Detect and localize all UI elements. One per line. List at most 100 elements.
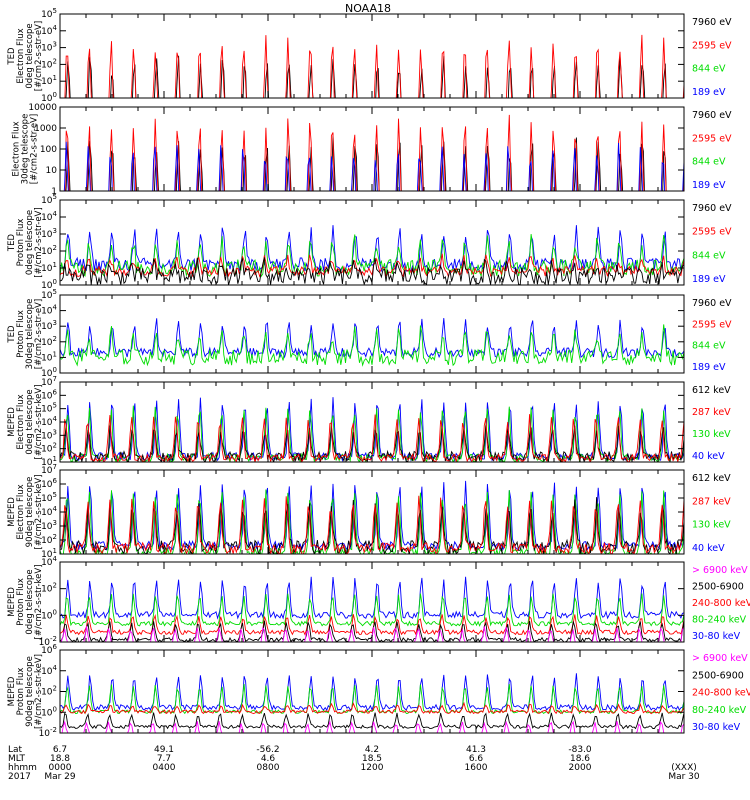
x-tick-hhmm: 0400	[153, 763, 176, 773]
legend-label: 130 keV	[692, 520, 731, 531]
y-axis-label-line: MEPED	[7, 587, 17, 617]
series-group	[60, 397, 684, 462]
y-axis-label-line: 0deg telescope	[25, 389, 35, 454]
y-tick-label: 100	[40, 145, 57, 155]
y-tick-label: 105	[41, 193, 57, 206]
x-row-label: 2017	[8, 772, 31, 782]
y-axis-label-line: TED	[7, 47, 17, 66]
y-tick-label: 104	[41, 555, 57, 568]
legend-label: 844 eV	[692, 64, 726, 75]
legend-label: > 6900 keV	[692, 653, 748, 664]
y-tick-label: 102	[41, 533, 57, 546]
legend-label: 30-80 keV	[692, 631, 741, 642]
legend-label: 612 keV	[692, 385, 731, 396]
y-axis-label-line: [#/cm2-s-str-eV]	[34, 21, 44, 91]
legend-label: > 6900 keV	[692, 565, 748, 576]
y-axis-label: Electron Flux 30deg telescope [#/cm2-s-str…	[12, 114, 40, 185]
y-axis-label-line: [#/cm2-s-str-eV]	[34, 299, 44, 369]
y-tick-label: 105	[41, 7, 57, 20]
y-tick-label: 104	[41, 24, 57, 37]
y-tick-label: 100	[41, 366, 57, 379]
x-tick-lat: 6.7	[53, 745, 67, 755]
y-axis-label-line: MEPED	[7, 407, 17, 437]
y-tick-label: 103	[41, 227, 57, 240]
y-axis-label-line: [#/cm2-s-str-keV]	[34, 385, 44, 460]
legend-label: 80-240 keV	[692, 705, 747, 716]
series-line-844-eV	[60, 324, 684, 367]
y-tick-label: 102	[41, 244, 57, 257]
legend-label: 240-800 keV	[692, 598, 750, 609]
legend-label: 287 keV	[692, 407, 731, 418]
y-axis-label: TED Electron Flux 0deg telescope [#/cm2-s-s…	[7, 21, 44, 91]
series-line-30-80-keV	[60, 673, 684, 712]
y-tick-label: 100	[41, 91, 57, 104]
x-row-label: hhmm	[8, 763, 37, 773]
y-axis-label-line: MEPED	[7, 497, 17, 527]
y-axis-label: TED Proton Flux 0deg telescope [#/cm2-s-str…	[7, 207, 44, 277]
y-axis-label: MEPED Proton Flux 90deg telescope [#/cm2-s-…	[7, 654, 44, 729]
legend-label: 7960 eV	[692, 203, 732, 214]
y-tick-label: 104	[41, 505, 57, 518]
legend-label: 240-800 keV	[692, 688, 750, 699]
y-axis-label-line: [#/cm2-s-str-eV]	[34, 207, 44, 277]
x-tick-date: Mar 29	[44, 772, 76, 782]
legend-label: 40 keV	[692, 543, 725, 554]
series-line-240-800-keV	[60, 613, 684, 636]
series-line-80-240-keV	[60, 683, 684, 715]
y-axis-label-line: 30deg telescope	[21, 114, 31, 185]
y-tick-label: 102	[41, 335, 57, 348]
x-tick-hhmm: 2000	[569, 763, 592, 773]
y-tick-label: 102	[41, 582, 57, 595]
x-tick-lat: -56.2	[256, 745, 279, 755]
y-axis-label-line: Proton Flux	[16, 219, 26, 267]
y-tick-label: 102	[41, 442, 57, 455]
y-axis-label-line: TED	[7, 233, 17, 252]
y-axis-label-line: Electron Flux	[16, 484, 26, 539]
x-row-label: MLT	[8, 754, 26, 764]
legend-label: 7960 eV	[692, 110, 732, 121]
series-line-80-240-keV	[60, 593, 684, 627]
y-axis-label-line: MEPED	[7, 676, 17, 706]
y-axis-label-line: Electron Flux	[12, 121, 22, 176]
y-tick-label: 10-2	[39, 726, 57, 739]
y-tick-label: 1	[51, 187, 57, 197]
y-tick-label: 103	[41, 428, 57, 441]
y-tick-label: 104	[41, 664, 57, 677]
x-tick-mlt: 6.6	[469, 754, 484, 764]
y-axis-label-line: 0deg telescope	[25, 569, 35, 634]
x-tick-mlt: 18.8	[50, 754, 70, 764]
x-tick-lat: 41.3	[466, 745, 486, 755]
y-tick-label: 104	[41, 210, 57, 223]
x-tick-mlt: 18.5	[362, 754, 382, 764]
y-tick-label: 101	[41, 350, 57, 363]
y-axis-label: TED Proton Flux 30deg telescope [#/cm2-s-st…	[7, 299, 44, 370]
y-tick-label: 103	[41, 319, 57, 332]
y-tick-label: 1000	[34, 124, 57, 134]
y-tick-label: 100	[41, 608, 57, 621]
legend-label: 130 keV	[692, 429, 731, 440]
y-tick-label: 105	[41, 402, 57, 415]
y-tick-label: 101	[41, 547, 57, 560]
y-axis-label-line: [#/cm2-s-str-keV]	[34, 565, 44, 640]
y-axis-label: MEPED Proton Flux 0deg telescope [#/cm2-s-s…	[7, 565, 44, 640]
series-line-240-800-keV	[60, 701, 684, 715]
x-row-label: Lat	[8, 745, 23, 755]
legend-label: 844 eV	[692, 157, 726, 168]
series-group	[60, 318, 684, 367]
legend-label: 2595 eV	[692, 227, 732, 238]
y-tick-label: 107	[41, 375, 57, 388]
legend-label: 2595 eV	[692, 40, 732, 51]
series-group	[60, 480, 684, 554]
x-tick-mlt: 7.7	[157, 754, 171, 764]
x-tick-date: Mar 30	[668, 772, 700, 782]
y-tick-label: 104	[41, 304, 57, 317]
legend-label: 844 eV	[692, 341, 726, 352]
